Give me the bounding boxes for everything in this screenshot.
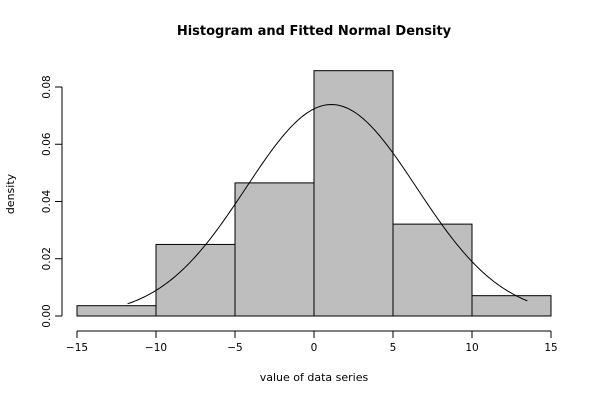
x-tick-label: −15 [66,342,88,354]
x-tick-label: 5 [390,342,397,354]
x-axis: −15 −10 −5 0 5 10 15 [66,330,558,354]
y-axis: 0.00 0.02 0.04 0.06 0.08 [41,75,63,328]
x-tick-label: 0 [311,342,318,354]
histogram-bar-3 [313,70,394,317]
histogram-bar-2 [234,182,315,317]
y-tick-label: 0.04 [41,189,53,213]
histogram-bar-4 [392,223,473,317]
x-tick-label: 15 [544,342,557,354]
y-tick-label: 0.08 [41,75,53,98]
histogram-bar-1 [155,243,236,317]
fitted-normal-curve [127,104,528,305]
x-tick-label: −5 [227,342,242,354]
histogram-bars [76,70,552,317]
y-axis-label: density [4,173,17,214]
x-tick-label: −10 [145,342,167,354]
x-tick-label: 10 [465,342,478,354]
chart-title: Histogram and Fitted Normal Density [177,24,452,39]
x-axis-label: value of data series [260,371,369,384]
y-tick-label: 0.00 [41,304,53,327]
y-tick-label: 0.02 [41,247,53,270]
y-tick-label: 0.06 [41,132,53,156]
histogram-bar-5 [471,295,552,317]
histogram-bar-0 [76,305,157,317]
